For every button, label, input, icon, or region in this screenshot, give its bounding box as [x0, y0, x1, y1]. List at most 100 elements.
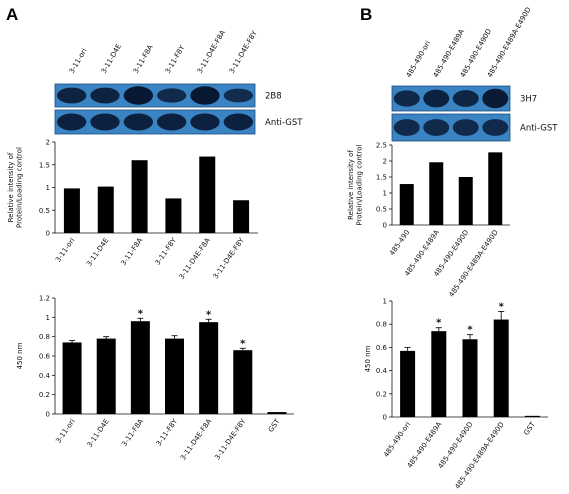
category-label: 3-11-F8Y: [154, 236, 179, 267]
blot-band: [423, 89, 450, 108]
y-tick-label: 0: [46, 411, 50, 419]
bar-charts: 0 0.5 1 1.5 2 Relative intensity ofProtein/Lo…: [7, 139, 548, 491]
y-tick-label: 2: [383, 158, 387, 166]
bar-3-11-d4e-f8a: [199, 322, 219, 414]
category-label: 3-11-ori: [54, 237, 76, 264]
bar-485-490-e490d: [462, 339, 478, 417]
category-label: 3-11-F8A: [119, 236, 144, 267]
category-label: GST: [522, 420, 537, 437]
chart-a-top: 0 0.5 1 1.5 2 Relative intensity ofProtein/Lo…: [7, 139, 258, 281]
y-tick-label: 0.5: [376, 206, 387, 214]
significance-mark: *: [467, 325, 473, 336]
y-tick-label: 0.4: [39, 372, 51, 380]
category-label: 3-11-ori: [54, 418, 76, 445]
bar-485-490-e489a-e490d: [488, 152, 503, 225]
chart-b-top: 0 0.5 1 1.5 2 2.5 Relative intensity ofProtein…: [347, 142, 510, 299]
blot-row-label: Anti-GST: [520, 124, 558, 134]
y-tick-label: 1.5: [376, 174, 387, 182]
y-tick-label: 0.4: [376, 367, 388, 375]
y-axis-label: 450 nm: [16, 342, 24, 369]
blot-band: [90, 113, 120, 131]
category-label: 3-11-D4E-F8A: [178, 236, 212, 280]
chart-a-bottom: 0 0.2 0.4 0.6 0.8 1 1.2 450 nm 3-11-ori 3-11-D4E *…: [16, 295, 294, 462]
bar-485-490-e489a: [431, 331, 447, 417]
significance-mark: *: [138, 308, 144, 319]
western-blots: 3-11-ori 3-11-D4E 3-11-F8A 3-11-F8Y 3-11-D4E…: [54, 6, 558, 142]
category-label: 3-11-D4E: [85, 237, 110, 268]
y-tick-label: 0: [383, 222, 387, 230]
blot-band: [423, 119, 450, 136]
y-tick-label: 2.5: [376, 142, 387, 150]
category-label: 3-11-D4E-F8Y: [212, 236, 246, 280]
category-label: 485-490-ori: [382, 421, 412, 459]
blot-band: [157, 113, 187, 131]
bar-3-11-d4e: [97, 186, 114, 233]
y-tick-label: 0.8: [376, 321, 387, 329]
y-tick-label: 0.2: [39, 391, 50, 399]
y-tick-label: 0.2: [376, 390, 387, 398]
y-tick-label: 1.5: [39, 161, 50, 169]
blot-lane-label: 3-11-F8Y: [164, 43, 187, 75]
category-label: 485-490: [388, 229, 411, 258]
blot-band: [482, 88, 509, 109]
y-tick-label: 0.6: [39, 353, 51, 361]
blot-lane-label: 485-490-ori: [405, 39, 432, 79]
bar-485-490: [399, 184, 414, 225]
y-axis-label: Relative intensity ofProtein/Loading con…: [347, 144, 364, 225]
blot-band: [56, 87, 87, 104]
bar-3-11-f8a: [131, 160, 148, 233]
bar-3-11-ori: [62, 342, 82, 414]
blot-row-label: Anti-GST: [265, 118, 303, 128]
significance-mark: *: [240, 338, 246, 349]
y-tick-label: 0.5: [39, 207, 50, 215]
category-label: 3-11-F8Y: [155, 417, 180, 448]
blot-band: [223, 113, 253, 131]
blot-band: [190, 113, 220, 131]
blot-band: [482, 119, 509, 136]
blot-band: [123, 113, 153, 131]
blot-membrane: [54, 109, 256, 135]
blot-row-label: 2B8: [265, 92, 282, 102]
blot-row-label: 3H7: [520, 95, 537, 105]
blot-a: 3-11-ori 3-11-D4E 3-11-F8A 3-11-F8Y 3-11-D4E…: [54, 29, 303, 135]
bar-3-11-f8y: [165, 198, 182, 233]
y-tick-label: 0.6: [376, 344, 388, 352]
bar-3-11-f8y: [165, 338, 184, 414]
panel-label-a: A: [6, 5, 18, 24]
blot-band: [157, 88, 187, 103]
bar-3-11-ori: [63, 188, 80, 233]
blot-band: [452, 90, 479, 107]
y-axis-label: 450 nm: [364, 345, 372, 372]
blot-lane-label: 485-490-E489A-E490D: [486, 6, 533, 79]
bar-gst: [524, 415, 540, 417]
y-tick-label: 1.2: [39, 295, 50, 303]
bar-gst: [267, 412, 287, 414]
y-tick-label: 0: [383, 414, 387, 422]
blot-band: [223, 88, 253, 103]
y-tick-label: 0.8: [39, 333, 50, 341]
blot-band: [190, 86, 220, 105]
blot-lane-label: 3-11-D4E: [100, 43, 123, 75]
blot-band: [452, 119, 479, 136]
blot-band: [90, 87, 120, 104]
bar-3-11-f8a: [130, 321, 150, 414]
bar-3-11-d4e-f8y: [233, 200, 250, 233]
y-tick-label: 0: [46, 230, 50, 238]
blot-band: [123, 86, 153, 105]
bar-3-11-d4e-f8y: [233, 350, 253, 414]
panel-label-b: B: [360, 5, 372, 24]
y-tick-label: 1: [46, 184, 50, 192]
blot-band: [393, 90, 420, 107]
category-label: 3-11-D4E-F8Y: [213, 417, 247, 461]
y-tick-label: 1: [383, 190, 387, 198]
bar-485-490-e489a: [429, 162, 444, 225]
blot-lane-label: 3-11-D4E-F8Y: [228, 29, 259, 75]
significance-mark: *: [206, 309, 212, 320]
bar-3-11-d4e-f8a: [199, 156, 216, 233]
category-label: 3-11-D4E-F8A: [179, 417, 213, 461]
bar-3-11-d4e: [96, 338, 116, 414]
y-tick-label: 1: [383, 298, 387, 306]
category-label: 3-11-F8A: [120, 417, 145, 448]
